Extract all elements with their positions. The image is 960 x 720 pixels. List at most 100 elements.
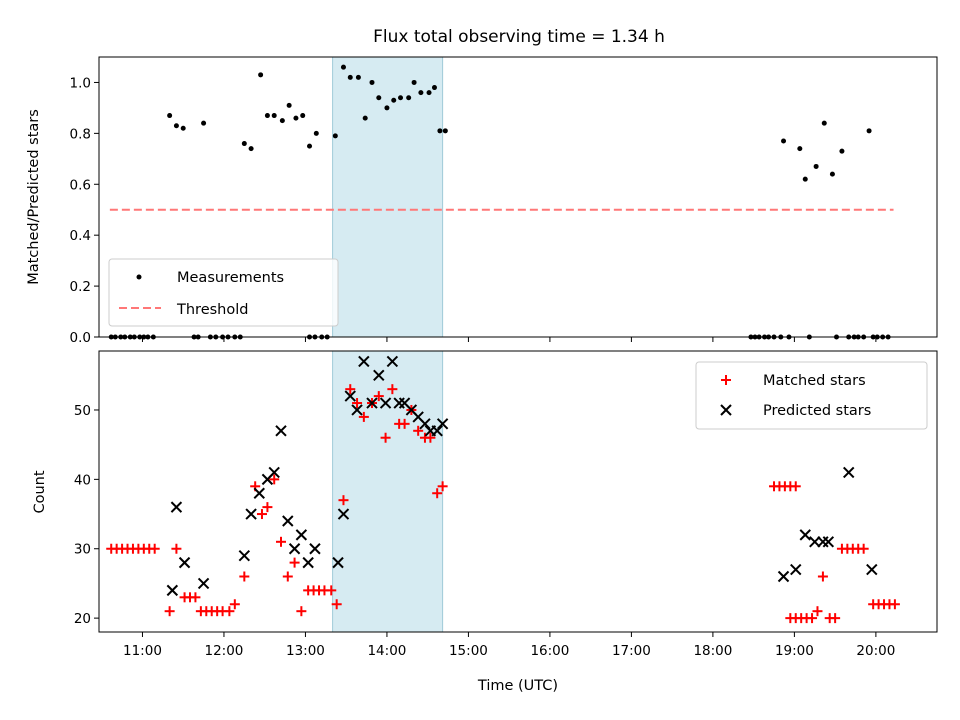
- measurement-point: [821, 120, 827, 126]
- measurement-point: [340, 64, 346, 70]
- measurement-point: [167, 113, 173, 119]
- bottom-legend: Matched stars Predicted stars: [695, 361, 928, 430]
- measurement-point: [300, 113, 306, 119]
- y-tick-label: 0.8: [70, 126, 91, 142]
- measurement-point: [347, 74, 353, 80]
- predicted-star-point: [166, 584, 179, 597]
- matched-star-point: [275, 536, 286, 547]
- predicted-star-point: [790, 563, 802, 576]
- predicted-star-point: [197, 577, 210, 590]
- matched-star-point: [282, 571, 293, 582]
- predicted-star-point: [817, 536, 829, 548]
- matched-star-point: [345, 384, 356, 395]
- measurement-point: [813, 163, 819, 169]
- legend-measurements-marker: [136, 274, 142, 280]
- top-y-axis-label: Matched/Predicted stars: [26, 109, 42, 285]
- predicted-star-point: [351, 404, 363, 416]
- measurement-point: [431, 85, 437, 91]
- bottom-legend-box: [695, 361, 928, 430]
- measurement-point: [411, 79, 417, 85]
- matched-star-point: [858, 543, 869, 554]
- top-y-axis-ticks: 0.0 0.2 0.4 0.6 0.8 1.0: [70, 75, 99, 346]
- legend-matched-label: Matched stars: [763, 373, 866, 389]
- y-tick-label: 0.6: [70, 177, 91, 193]
- top-legend-box: [108, 258, 339, 327]
- measurement-point: [418, 90, 424, 96]
- legend-x: [720, 404, 732, 416]
- measurement-point: [437, 128, 443, 134]
- matched-star-point: [387, 384, 398, 395]
- predicted-star-point: [332, 556, 344, 569]
- measurement-point: [355, 74, 361, 80]
- measurement-point: [802, 176, 808, 182]
- predicted-star-point: [268, 466, 280, 479]
- bottom-x-axis-ticks: 11:00 12:00 13:00 14:00 15:00 16:00 17:00 18:00…: [123, 632, 895, 659]
- matched-star-point: [269, 474, 280, 485]
- matched-star-point: [289, 557, 300, 568]
- measurement-point: [406, 95, 412, 101]
- matched-star-point: [807, 613, 818, 624]
- predicted-star-point: [431, 425, 443, 437]
- predicted-star-point: [373, 369, 385, 381]
- top-panel: 0.0 0.2 0.4 0.6 0.8 1.0 Matched/Predicted sta…: [26, 56, 938, 346]
- measurement-point: [391, 97, 397, 103]
- matched-star-point: [790, 481, 801, 492]
- measurement-point: [180, 125, 186, 131]
- y-tick-label: 1.0: [70, 75, 91, 91]
- predicted-star-point: [866, 563, 878, 576]
- matched-star-point: [164, 606, 175, 617]
- measurement-point: [271, 113, 277, 119]
- y-tick-label: 0.4: [70, 228, 91, 244]
- predicted-star-point: [309, 543, 321, 555]
- chart-title: Flux total observing time = 1.34 h: [373, 27, 665, 47]
- x-axis-label: Time (UTC): [477, 678, 558, 694]
- predicted-star-point: [822, 536, 835, 548]
- bottom-axes-frame: [98, 350, 938, 633]
- measurement-point: [248, 146, 254, 152]
- legend-predicted-marker: [720, 404, 732, 416]
- matched-star-point: [380, 432, 391, 443]
- x-tick-label: 20:00: [856, 643, 895, 659]
- x-tick-label: 12:00: [204, 643, 243, 659]
- predicted-star-point: [253, 487, 265, 499]
- x-tick-label: 14:00: [367, 643, 406, 659]
- measurement-point: [258, 72, 264, 78]
- measurement-point: [293, 115, 299, 121]
- matched-star-point: [229, 599, 240, 610]
- measurement-point: [173, 123, 179, 129]
- matched-star-point: [296, 606, 307, 617]
- predicted-star-point: [245, 508, 257, 520]
- matched-star-point: [239, 571, 250, 582]
- predicted-star-point: [275, 425, 287, 437]
- predicted-star-point: [843, 466, 855, 479]
- predicted-star-point: [366, 397, 378, 409]
- y-tick-label: 0.2: [70, 279, 91, 295]
- predicted-star-point: [282, 515, 294, 527]
- predicted-star-point: [777, 570, 790, 583]
- measurement-point: [376, 95, 382, 101]
- matched-star-point: [326, 585, 337, 596]
- predicted-star-point: [302, 556, 314, 569]
- matched-star-point: [889, 599, 900, 610]
- top-axes-frame: [98, 56, 938, 338]
- legend-threshold-label: Threshold: [176, 302, 248, 318]
- matched-star-point: [262, 502, 273, 513]
- legend-measurements-label: Measurements: [177, 270, 284, 286]
- predicted-star-point: [178, 556, 191, 569]
- x-tick-label: 16:00: [530, 643, 569, 659]
- top-legend: Measurements Threshold: [108, 258, 339, 327]
- predicted-star-point: [238, 549, 251, 562]
- predicted-star-point: [379, 397, 392, 409]
- measurement-point: [313, 130, 319, 136]
- matched-star-point: [413, 425, 424, 436]
- measurement-point: [426, 90, 432, 96]
- y-tick-label: 0.0: [70, 330, 91, 346]
- matched-star-point: [812, 606, 823, 617]
- predicted-star-point: [288, 543, 301, 555]
- measurement-point: [264, 113, 270, 119]
- y-tick-label: 40: [74, 472, 91, 488]
- legend-plus: [721, 375, 731, 385]
- predicted-star-point: [799, 529, 811, 541]
